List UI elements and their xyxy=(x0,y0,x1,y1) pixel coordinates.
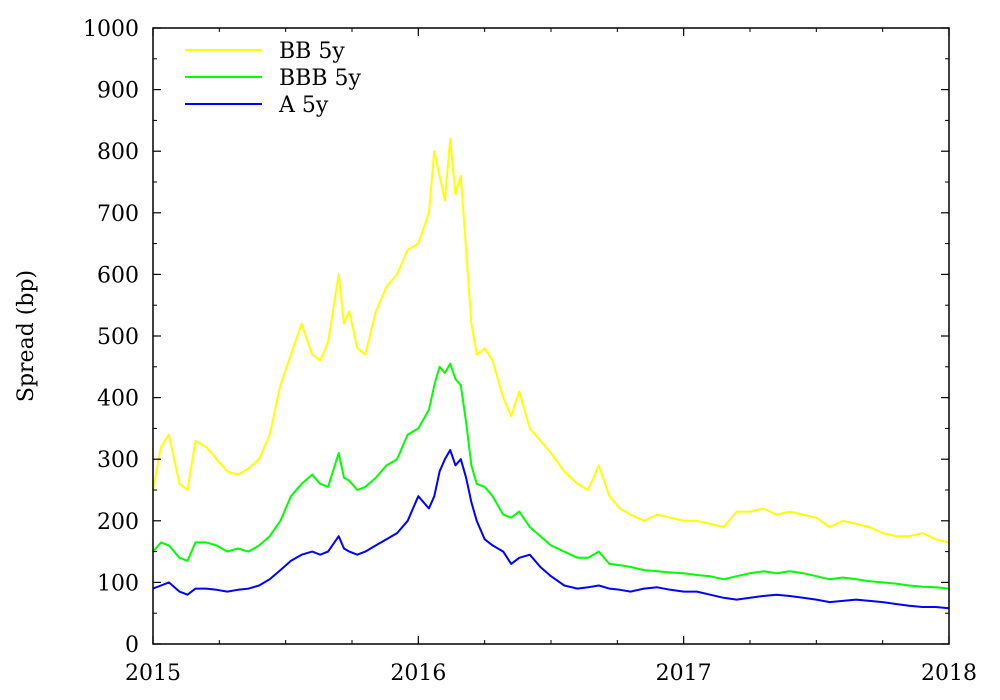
x-tick-label: 2017 xyxy=(656,661,712,686)
x-tick-label: 2018 xyxy=(921,661,977,686)
y-tick-label: 600 xyxy=(97,263,139,288)
y-tick-label: 300 xyxy=(97,448,139,473)
y-tick-label: 1000 xyxy=(83,17,139,42)
legend-label-0: BB 5y xyxy=(279,39,345,64)
y-tick-label: 700 xyxy=(97,202,139,227)
y-tick-label: 900 xyxy=(97,79,139,104)
x-tick-label: 2015 xyxy=(125,661,181,686)
y-tick-label: 800 xyxy=(97,140,139,165)
y-axis-title: Spread (bp) xyxy=(14,270,39,402)
legend-label-2: A 5y xyxy=(278,93,329,118)
plot-frame xyxy=(152,27,950,645)
y-tick-label: 100 xyxy=(97,571,139,596)
series-line-1 xyxy=(152,362,950,590)
series-line-2 xyxy=(152,449,950,610)
y-tick-label: 500 xyxy=(97,325,139,350)
series-layer xyxy=(152,137,950,610)
ticks-layer: 0 100 200 300 400 500 600 700 800 900 1000 2015 2016… xyxy=(83,17,977,686)
y-tick-label: 200 xyxy=(97,510,139,535)
legend-label-1: BBB 5y xyxy=(279,66,361,91)
series-line-0 xyxy=(152,137,950,544)
y-tick-label: 400 xyxy=(97,387,139,412)
x-tick-label: 2016 xyxy=(390,661,446,686)
y-tick-label: 0 xyxy=(125,633,139,658)
